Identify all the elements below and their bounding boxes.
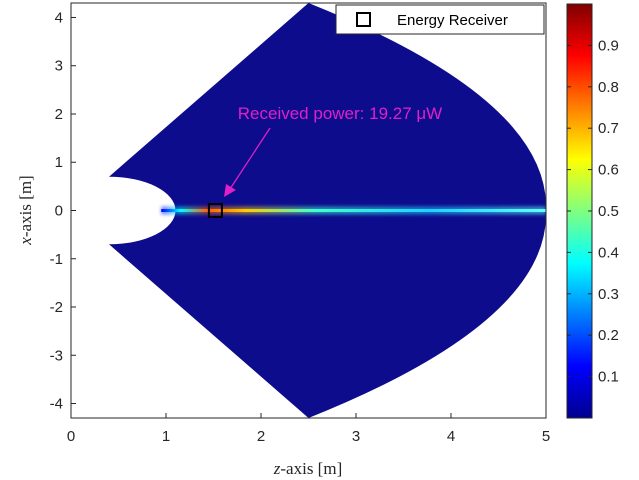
x-tick-label: 3	[352, 428, 360, 445]
x-axis-label: z-axis [m]	[273, 459, 342, 478]
x-tick-label: 2	[257, 428, 265, 445]
y-tick-label: 3	[55, 58, 63, 75]
x-tick-label: 0	[67, 428, 75, 445]
y-tick-label: -3	[50, 347, 63, 364]
y-axis-label: x-axis [m]	[16, 175, 35, 245]
colorbar-tick-label: 0.9	[598, 37, 619, 54]
x-tick-label: 1	[162, 428, 170, 445]
energy-receiver-marker	[207, 203, 223, 218]
legend-receiver-icon	[356, 12, 371, 27]
y-tick-label: -2	[50, 299, 63, 316]
x-tick-label: 4	[447, 428, 455, 445]
colorbar-ticks: 0.9 0.8 0.7 0.6 0.5 0.4 0.3 0.2 0.1	[567, 37, 619, 386]
colorbar-tick-label: 0.3	[598, 286, 619, 303]
colorbar-tick-label: 0.6	[598, 162, 619, 179]
heatmap-area	[109, 3, 546, 418]
x-axis-ticks: 0 1 2 3 4 5	[67, 413, 550, 445]
colorbar-tick-label: 0.4	[598, 244, 619, 261]
colorbar: 0.9 0.8 0.7 0.6 0.5 0.4 0.3 0.2 0.1	[566, 3, 619, 419]
y-axis-ticks: 4 3 2 1 0 -1 -2 -3 -4	[50, 9, 76, 413]
beam-core	[161, 209, 546, 212]
colorbar-tick-label: 0.8	[598, 79, 619, 96]
colorbar-tick-label: 0.2	[598, 327, 619, 344]
colorbar-tick-label: 0.5	[598, 203, 619, 220]
legend: Energy Receiver	[335, 4, 545, 35]
colorbar-tick-label: 0.7	[598, 120, 619, 137]
x-tick-label: 5	[542, 428, 550, 445]
y-tick-label: -4	[50, 396, 63, 413]
y-tick-label: -1	[50, 251, 63, 268]
colorbar-tick-label: 0.1	[598, 369, 619, 386]
y-tick-label: 1	[55, 154, 63, 171]
annotation-arrow	[224, 127, 271, 197]
y-tick-label: 0	[55, 203, 63, 220]
y-tick-label: 4	[55, 9, 63, 26]
colorbar-gradient	[566, 3, 593, 419]
legend-entry-energy-receiver: Energy Receiver	[397, 12, 508, 29]
y-tick-label: 2	[55, 106, 63, 123]
received-power-annotation: Received power: 19.27 μW	[238, 104, 442, 123]
